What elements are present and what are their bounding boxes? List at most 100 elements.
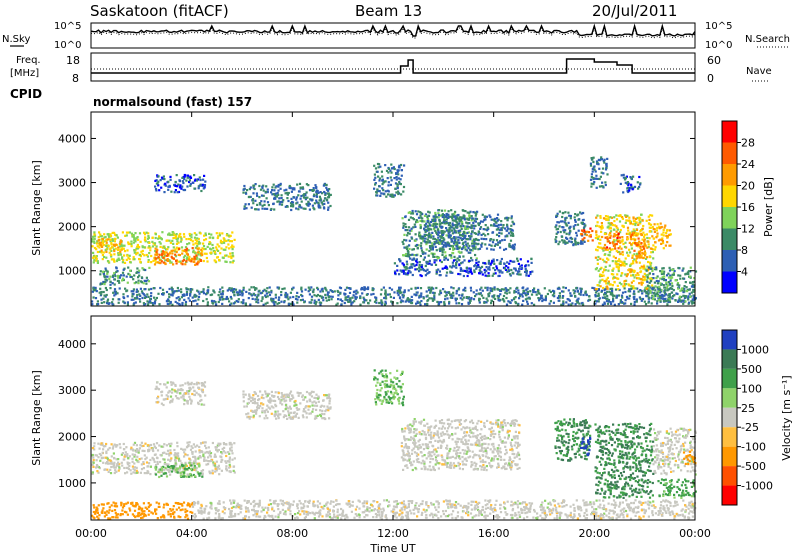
- heatmap-cell: [333, 290, 336, 293]
- heatmap-cell: [295, 196, 298, 199]
- heatmap-cell: [150, 261, 153, 264]
- heatmap-cell: [312, 206, 315, 210]
- heatmap-cell: [362, 301, 365, 304]
- heatmap-cell: [427, 254, 430, 257]
- heatmap-cell: [252, 186, 255, 189]
- heatmap-cell: [428, 234, 431, 237]
- heatmap-cell: [452, 259, 456, 262]
- heatmap-cell: [480, 286, 483, 289]
- heatmap-cell: [122, 274, 125, 277]
- heatmap-cell: [644, 244, 647, 247]
- heatmap-cell: [201, 472, 204, 475]
- heatmap-cell: [156, 261, 159, 264]
- heatmap-cell: [624, 221, 627, 224]
- heatmap-cell: [261, 297, 264, 300]
- heatmap-cell: [197, 253, 200, 256]
- heatmap-cell: [98, 231, 101, 234]
- heatmap-cell: [228, 287, 231, 290]
- heatmap-cell: [175, 250, 178, 254]
- colorbar-segment: [722, 164, 737, 186]
- heatmap-cell: [660, 288, 663, 292]
- heatmap-cell: [408, 267, 411, 270]
- heatmap-cell: [496, 243, 499, 246]
- heatmap-cell: [453, 255, 456, 258]
- heatmap-cell: [217, 464, 220, 467]
- heatmap-cell: [574, 240, 577, 243]
- heatmap-cell: [607, 300, 610, 303]
- heatmap-cell: [599, 226, 602, 229]
- heatmap-cell: [144, 279, 147, 283]
- heatmap-cell: [384, 297, 387, 300]
- heatmap-cell: [155, 179, 158, 182]
- heatmap-cell: [457, 213, 460, 217]
- heatmap-cell: [480, 294, 484, 297]
- heatmap-cell: [453, 231, 456, 234]
- heatmap-cell: [263, 207, 266, 210]
- heatmap-cell: [572, 243, 575, 246]
- heatmap-cell: [119, 248, 122, 251]
- heatmap-cell: [292, 286, 295, 289]
- heatmap-cell: [571, 237, 574, 240]
- heatmap-cell: [330, 298, 333, 301]
- heatmap-cell: [202, 454, 205, 458]
- heatmap-cell: [115, 259, 119, 263]
- heatmap-cell: [218, 245, 221, 248]
- heatmap-cell: [648, 281, 651, 284]
- heatmap-cell: [506, 261, 509, 264]
- heatmap-cell: [175, 246, 178, 249]
- heatmap-cell: [514, 296, 517, 299]
- heatmap-cell: [607, 258, 610, 261]
- heatmap-cell: [490, 261, 493, 264]
- heatmap-cell: [630, 262, 633, 265]
- heatmap-cell: [228, 240, 232, 243]
- heatmap-cell: [446, 243, 449, 246]
- heatmap-cell: [519, 293, 522, 296]
- heatmap-cell: [460, 303, 464, 306]
- heatmap-cell: [256, 194, 259, 197]
- heatmap-cell: [99, 273, 102, 276]
- colorbar-tick-label: 4: [741, 266, 748, 279]
- heatmap-cell: [447, 242, 451, 245]
- heatmap-cell: [578, 302, 581, 305]
- heatmap-cell: [598, 275, 602, 278]
- heatmap-cell: [520, 267, 524, 270]
- heatmap-cell: [266, 188, 269, 191]
- heatmap-cell: [651, 269, 654, 273]
- heatmap-cell: [278, 203, 281, 206]
- heatmap-cell: [117, 276, 120, 279]
- heatmap-cell: [610, 222, 613, 225]
- heatmap-cell: [574, 295, 577, 298]
- heatmap-cell: [317, 191, 320, 194]
- heatmap-cell: [633, 303, 636, 306]
- heatmap-cell: [484, 243, 487, 246]
- heatmap-cell: [261, 207, 264, 210]
- heatmap-cell: [464, 234, 467, 237]
- heatmap-cell: [667, 272, 670, 275]
- heatmap-cell: [256, 203, 259, 206]
- heatmap-cell: [504, 291, 507, 294]
- heatmap-cell: [138, 253, 141, 256]
- heatmap-cell: [496, 259, 499, 262]
- heatmap-cell: [624, 279, 627, 283]
- heatmap-cell: [580, 240, 583, 243]
- heatmap-cell: [278, 301, 281, 305]
- heatmap-cell: [410, 287, 413, 290]
- heatmap-cell: [562, 241, 565, 244]
- heatmap-cell: [609, 231, 612, 235]
- heatmap-cell: [579, 211, 582, 214]
- heatmap-cell: [549, 300, 552, 303]
- heatmap-cell: [163, 468, 166, 471]
- heatmap-cell: [416, 301, 419, 304]
- heatmap-cell: [614, 262, 617, 265]
- heatmap-cell: [617, 303, 620, 306]
- heatmap-cell: [468, 214, 471, 218]
- heatmap-cell: [653, 268, 656, 271]
- heatmap-cell: [280, 200, 283, 203]
- heatmap-cell: [410, 301, 413, 305]
- heatmap-cell: [527, 274, 530, 277]
- heatmap-cell: [442, 236, 445, 240]
- heatmap-cell: [220, 458, 223, 461]
- heatmap-cell: [102, 448, 105, 451]
- heatmap-cell: [469, 236, 472, 239]
- heatmap-cell: [203, 248, 206, 251]
